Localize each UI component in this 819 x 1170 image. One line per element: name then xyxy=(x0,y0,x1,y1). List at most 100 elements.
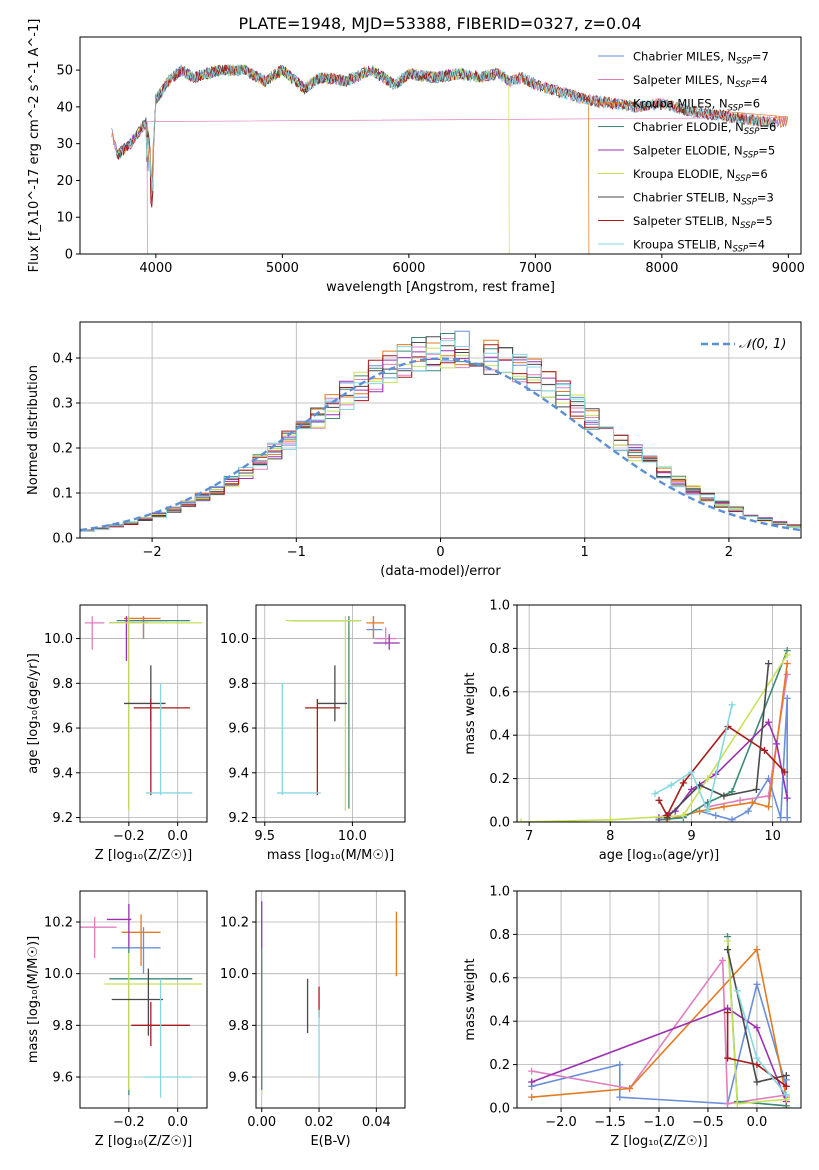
x-tick-label: −0.5 xyxy=(692,1115,724,1130)
legend-label-chabrier-miles: Chabrier MILES, NSSP=7 xyxy=(633,50,769,67)
y-axis-label: mass weight xyxy=(463,672,478,754)
y-tick-label: 30 xyxy=(56,137,73,152)
weights-kroupa-stelib xyxy=(651,701,736,815)
x-tick-label: 1 xyxy=(581,545,589,560)
x-axis-label: wavelength [Angstrom, rest frame] xyxy=(326,280,555,295)
errorbar-salpeter-miles xyxy=(80,916,117,959)
weights-salpeter-elodie xyxy=(655,718,791,822)
weights-line xyxy=(666,663,788,821)
weights-kroupa-miles xyxy=(663,660,791,822)
spectrum-marks xyxy=(111,62,789,254)
legend-label-salpeter-stelib: Salpeter STELIB, NSSP=5 xyxy=(633,214,773,231)
x-tick-label: 0 xyxy=(436,545,444,560)
axes-frame xyxy=(516,890,802,1109)
x-axis-label: age [log₁₀(age/yr)] xyxy=(599,848,720,863)
y-axis-label: Flux [f_λ10^-17 erg cm^-2 s^-1 A^-1] xyxy=(27,19,42,273)
figure-title: PLATE=1948, MJD=53388, FIBERID=0327, z=0… xyxy=(238,14,641,33)
legend-label-salpeter-miles: Salpeter MILES, NSSP=4 xyxy=(633,73,768,90)
axes-frame xyxy=(255,890,406,1109)
y-tick-label: 9.4 xyxy=(52,766,73,781)
y-tick-label: 0.2 xyxy=(489,1058,510,1073)
y-tick-label: 0.3 xyxy=(52,397,73,412)
x-tick-label: 10.0 xyxy=(338,829,367,844)
errorbar-salpeter-miles xyxy=(84,616,105,650)
residuals-panel: −2 −1 0 1 2 0.0 0.1 0.2 0.3 0.4 (data-model)/error… xyxy=(26,321,802,579)
weights-salpeter-stelib xyxy=(655,723,789,819)
hist-step-kroupa-elodie xyxy=(80,347,801,531)
errorbar-kroupa-miles xyxy=(121,914,161,966)
x-tick-label: 4000 xyxy=(139,261,172,276)
x-tick-label: 10 xyxy=(764,829,781,844)
x-tick-label: −0.2 xyxy=(113,1115,145,1130)
weights-line xyxy=(699,698,789,821)
y-tick-label: 10.2 xyxy=(220,916,249,931)
y-tick-label: 10 xyxy=(56,211,73,226)
errorbar-kroupa-elodie xyxy=(109,616,203,811)
y-tick-label: 10.0 xyxy=(220,632,249,647)
legend-label-chabrier-stelib: Chabrier STELIB, NSSP=3 xyxy=(633,191,774,208)
y-tick-label: 0.0 xyxy=(52,532,73,547)
x-axis-label: Z [log₁₀(Z/Z☉)] xyxy=(610,1134,707,1149)
x-tick-label: 0.0 xyxy=(167,1115,188,1130)
mass-weight-vs-age-panel: 7 8 9 10 0.0 0.2 0.4 0.6 0.8 1.0 age [log₁₀(age/yr… xyxy=(463,599,802,863)
y-axis-label: Normed distribution xyxy=(26,365,41,495)
hist-step-salpeter-stelib xyxy=(80,344,801,531)
axes-frame xyxy=(516,604,802,823)
legend-label-kroupa-elodie: Kroupa ELODIE, NSSP=6 xyxy=(633,167,768,184)
weights-kroupa-elodie xyxy=(724,937,790,1108)
y-tick-label: 0.6 xyxy=(489,685,510,700)
x-tick-label: −1.0 xyxy=(643,1115,675,1130)
axes-frame xyxy=(255,604,406,823)
y-tick-label: 9.6 xyxy=(228,1071,249,1086)
y-tick-label: 9.6 xyxy=(228,722,249,737)
x-axis-label: E(B-V) xyxy=(310,1134,350,1149)
x-tick-label: −2.0 xyxy=(545,1115,577,1130)
y-tick-label: 9.8 xyxy=(228,677,249,692)
errorbar-chabrier-miles xyxy=(366,616,383,639)
errorbar-salpeter-elodie xyxy=(106,903,132,948)
errorbar-chabrier-stelib xyxy=(111,968,164,1036)
errorbar-kroupa-miles xyxy=(366,616,384,639)
errorbar-salpeter-stelib xyxy=(305,698,341,796)
weights-kroupa-stelib xyxy=(733,987,790,1099)
legend-label-kroupa-stelib: Kroupa STELIB, NSSP=4 xyxy=(633,238,765,255)
legend-label-chabrier-elodie: Chabrier ELODIE, NSSP=6 xyxy=(633,120,776,137)
age-vs-Z-marks xyxy=(84,616,203,811)
axes-frame xyxy=(79,36,802,255)
y-tick-label: 40 xyxy=(56,100,73,115)
residuals-marks xyxy=(80,330,801,532)
errorbar-chabrier-elodie xyxy=(291,616,362,809)
x-tick-label: 9 xyxy=(687,829,695,844)
errorbar-salpeter-stelib xyxy=(133,698,190,796)
x-axis-label: mass [log₁₀(M/M☉)] xyxy=(267,848,394,863)
legend-label-salpeter-elodie: Salpeter ELODIE, NSSP=5 xyxy=(633,144,775,161)
y-tick-label: 1.0 xyxy=(489,885,510,900)
mass-vs-EBV-marks xyxy=(261,901,398,1096)
errorbar-chabrier-stelib xyxy=(317,665,348,722)
y-tick-label: 0 xyxy=(65,248,73,263)
errorbar-kroupa-stelib xyxy=(145,683,193,796)
y-tick-label: 9.6 xyxy=(52,1071,73,1086)
age-vs-mass-marks xyxy=(277,616,400,811)
y-tick-label: 20 xyxy=(56,174,73,189)
mass-vs-EBV-panel: 0.00 0.02 0.04 9.6 9.8 10.0 10.2 E(B-V) xyxy=(220,890,406,1149)
errorbar-kroupa-elodie xyxy=(104,953,203,1090)
errorbar-chabrier-miles xyxy=(123,616,168,639)
weights-line xyxy=(736,990,787,1096)
spectrum-legend: Chabrier MILES, NSSP=7 Salpeter MILES, NS… xyxy=(598,50,776,255)
errorbar-kroupa-miles xyxy=(123,616,161,639)
spectrum-line-kroupa-stelib xyxy=(115,64,776,192)
y-tick-label: 0.2 xyxy=(489,772,510,787)
x-tick-label: −2 xyxy=(143,545,162,560)
axes-frame xyxy=(79,604,208,823)
x-tick-label: 0.02 xyxy=(305,1115,334,1130)
x-axis-label: Z [log₁₀(Z/Z☉)] xyxy=(95,1134,192,1149)
mass-weight-vs-age-marks xyxy=(517,647,791,822)
y-axis-label: mass weight xyxy=(463,958,478,1040)
x-tick-label: 5000 xyxy=(266,261,299,276)
y-tick-label: 10.0 xyxy=(44,632,73,647)
errorbar-salpeter-elodie xyxy=(373,634,400,650)
x-tick-label: 6000 xyxy=(392,261,425,276)
errorbar-kroupa-elodie xyxy=(285,616,362,811)
